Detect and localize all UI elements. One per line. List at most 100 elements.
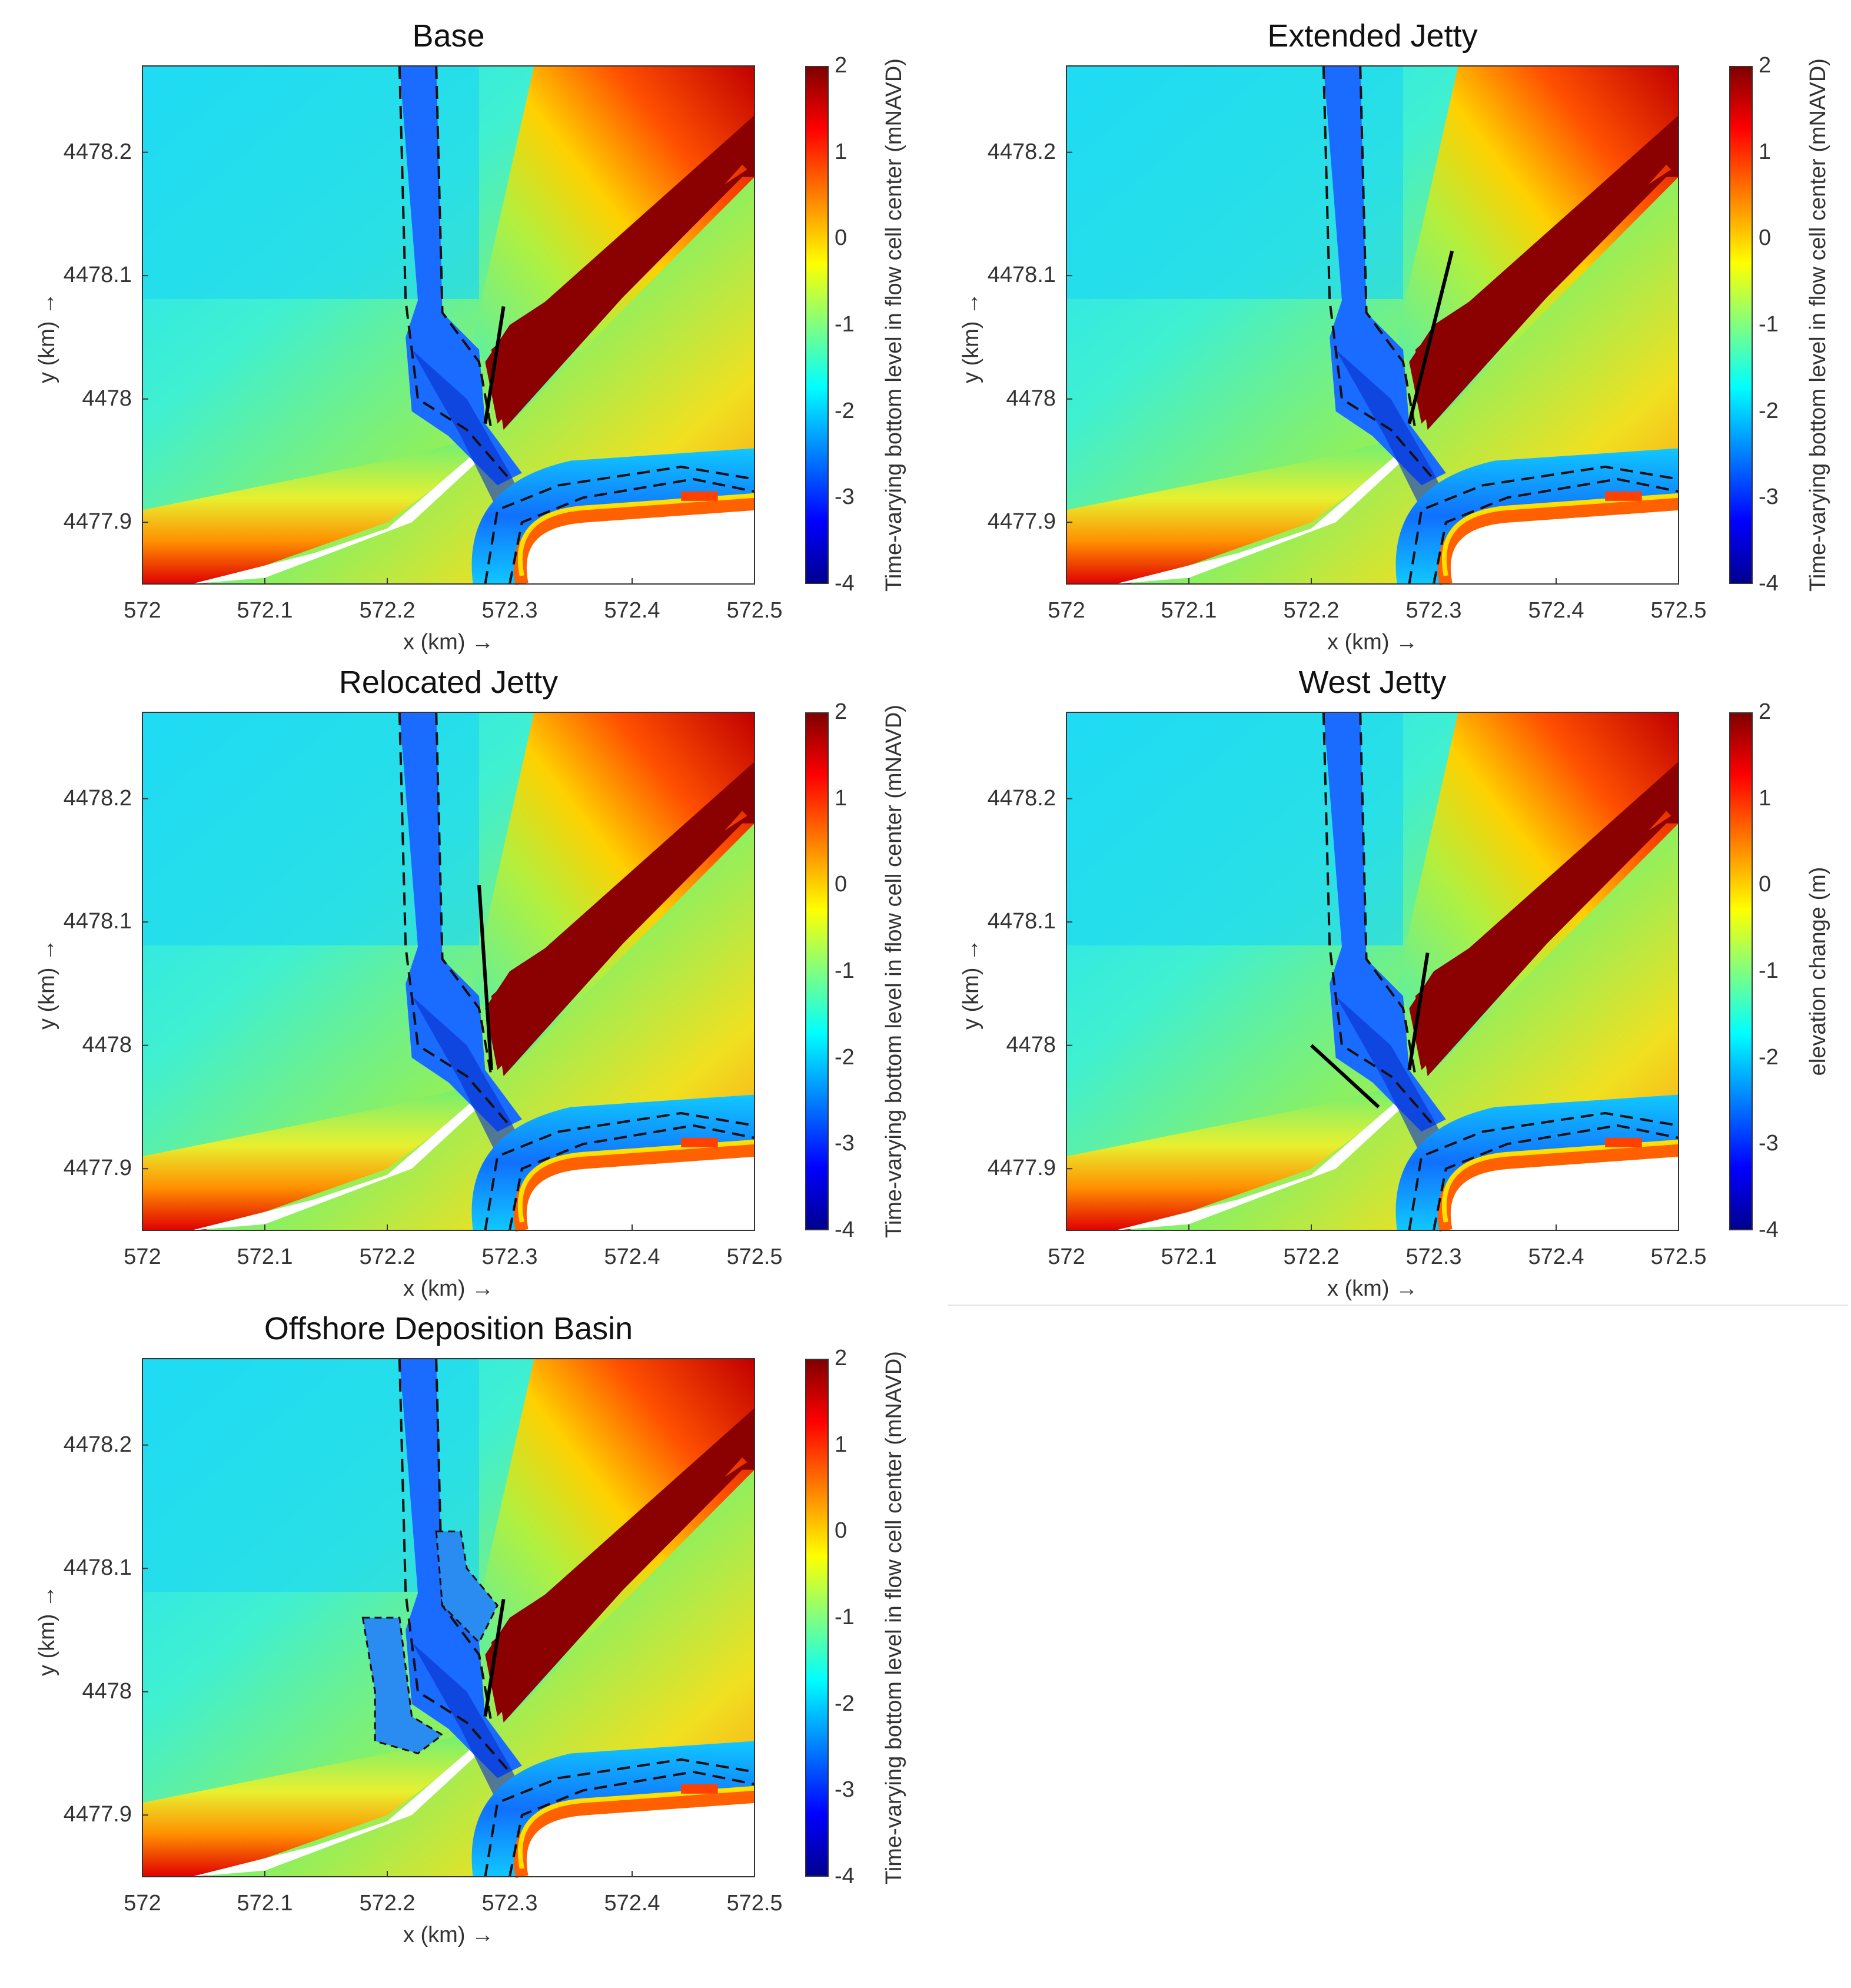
- y-tick-label: 4477.9: [63, 509, 132, 535]
- x-axis-label: x (km) →: [1327, 630, 1418, 655]
- channel-widening: [435, 1530, 499, 1644]
- x-tick-label: 572.4: [604, 598, 660, 623]
- colorbar-tick-label: 1: [1759, 139, 1772, 164]
- channel-boundary: [1433, 477, 1679, 585]
- plot-area: [1066, 65, 1679, 586]
- land-area-upper: [491, 115, 755, 430]
- land-area-upper: [1415, 761, 1679, 1077]
- chart-panel: Offshore Deposition Basin 572 572.1 572.2 57…: [0, 1293, 918, 1947]
- y-axis-label: y (km) →: [959, 292, 983, 384]
- y-tick-label: 4478.2: [987, 785, 1056, 811]
- colorbar-tick-label: -2: [1759, 398, 1779, 423]
- chart-panel: Extended Jetty 572 572.1 572.2 572.3 572.4 572…: [924, 0, 1842, 655]
- colorbar-label: Time-varying bottom level in flow cell c…: [882, 58, 906, 592]
- jetty-line: [1407, 952, 1430, 1071]
- colorbar-tick-label: 2: [835, 699, 848, 724]
- colorbar-tick-label: 1: [835, 139, 848, 164]
- y-tick-label: 4478.1: [987, 909, 1056, 934]
- chart-title: Offshore Deposition Basin: [264, 1311, 633, 1346]
- southwest-beach: [1066, 442, 1403, 584]
- southwest-beach: [1066, 1088, 1403, 1230]
- axes-frame: [1066, 712, 1679, 1231]
- island-shoreline-inner: [517, 1139, 755, 1223]
- channel-boundary: [1359, 65, 1417, 430]
- inland-channel: [1395, 1094, 1679, 1230]
- y-axis-label: y (km) →: [35, 938, 59, 1030]
- y-tick-label: 4478.1: [63, 909, 132, 934]
- colorbar-tick-label: -2: [835, 398, 855, 423]
- x-tick-label: 572.1: [237, 598, 293, 623]
- y-tick-label: 4478.1: [63, 263, 132, 288]
- colorbar-label: Time-varying bottom level in flow cell c…: [1806, 58, 1830, 592]
- jetty-line: [483, 1599, 506, 1717]
- x-tick-label: 572.1: [237, 1244, 293, 1269]
- chart-title: Relocated Jetty: [338, 665, 559, 700]
- channel-boundary: [1408, 1111, 1679, 1231]
- inland-channel: [471, 448, 755, 584]
- y-axis-label: y (km) →: [35, 1585, 59, 1677]
- chart-panel: Relocated Jetty 572 572.1 572.2 572.3 572.4 57…: [0, 646, 918, 1301]
- colorbar-label: elevation change (m): [1806, 867, 1830, 1076]
- island-interior: [1444, 503, 1679, 584]
- colorbar-tick-label: -1: [835, 312, 855, 337]
- colorbar-tick-label: -3: [835, 1777, 855, 1803]
- island-hotspot: [1605, 491, 1642, 501]
- x-tick-label: 572.5: [1650, 1244, 1707, 1269]
- y-tick-label: 4478: [82, 386, 132, 411]
- colorbar: [1729, 712, 1753, 1230]
- x-tick-label: 572: [124, 1891, 161, 1916]
- channel-deep-zone: [411, 349, 534, 535]
- colorbar-tick-label: 0: [835, 872, 848, 897]
- colorbar-tick-label: -2: [835, 1691, 855, 1716]
- channel-boundary: [484, 1758, 755, 1877]
- channel-boundary: [484, 1111, 755, 1231]
- jetty-line: [477, 885, 493, 1070]
- chart-title: West Jetty: [1298, 665, 1447, 700]
- x-tick-label: 572: [124, 1244, 161, 1269]
- chart-panel: Base 572 572.1 572.2 572.3 572.4 572.5 4477.9 44…: [0, 0, 918, 655]
- channel-boundary: [435, 712, 493, 1077]
- colorbar: [805, 712, 829, 1230]
- y-tick-label: 4478: [82, 1032, 132, 1057]
- x-tick-label: 572.1: [1161, 598, 1217, 623]
- y-tick-label: 4478: [1006, 1032, 1056, 1057]
- x-tick-label: 572: [1048, 1244, 1085, 1269]
- colorbar-tick-label: -3: [835, 484, 855, 510]
- island-shoreline-inner: [1441, 1139, 1679, 1223]
- x-axis-label: x (km) →: [403, 1923, 494, 1947]
- colorbar-label: Time-varying bottom level in flow cell c…: [882, 1351, 906, 1884]
- colorbar-tick-label: -2: [835, 1044, 855, 1070]
- x-axis-label: x (km) →: [403, 1276, 494, 1301]
- island-shoreline-inner: [517, 1785, 755, 1869]
- x-tick-label: 572.4: [604, 1891, 660, 1916]
- channel-boundary: [435, 1358, 493, 1723]
- colorbar-tick-label: 2: [1759, 53, 1772, 78]
- x-axis-label: x (km) →: [1327, 1276, 1418, 1301]
- x-tick-label: 572.1: [1161, 1244, 1217, 1269]
- jetty-line: [1310, 1044, 1380, 1108]
- y-tick-label: 4478.1: [987, 263, 1056, 288]
- colorbar-tick-label: -4: [1759, 1217, 1779, 1242]
- colorbar-tick-label: -4: [835, 1864, 855, 1889]
- x-tick-label: 572.3: [481, 1891, 538, 1916]
- colorbar-tick-label: -1: [835, 1605, 855, 1629]
- channel-boundary: [509, 477, 755, 585]
- chart-panel: West Jetty 572 572.1 572.2 572.3 572.4 572.5 44…: [924, 646, 1842, 1301]
- channel-deep-zone: [1335, 995, 1458, 1181]
- y-tick-label: 4478.2: [63, 1432, 132, 1457]
- y-tick-label: 4478.2: [987, 139, 1056, 164]
- x-tick-label: 572: [124, 598, 161, 623]
- plot-area: [1066, 712, 1679, 1232]
- axes-frame: [142, 1358, 755, 1877]
- channel-boundary: [509, 1770, 755, 1877]
- colorbar-tick-label: 0: [835, 1518, 848, 1544]
- colorbar-tick-label: 2: [1759, 699, 1772, 724]
- y-tick-label: 4477.9: [987, 1156, 1056, 1181]
- panel-separator: [948, 1305, 1848, 1306]
- colorbar-label: Time-varying bottom level in flow cell c…: [882, 705, 906, 1238]
- channel-boundary: [484, 465, 755, 585]
- plot-area: [142, 712, 755, 1232]
- colorbar-tick-label: -3: [835, 1131, 855, 1156]
- x-tick-label: 572.5: [726, 1244, 783, 1269]
